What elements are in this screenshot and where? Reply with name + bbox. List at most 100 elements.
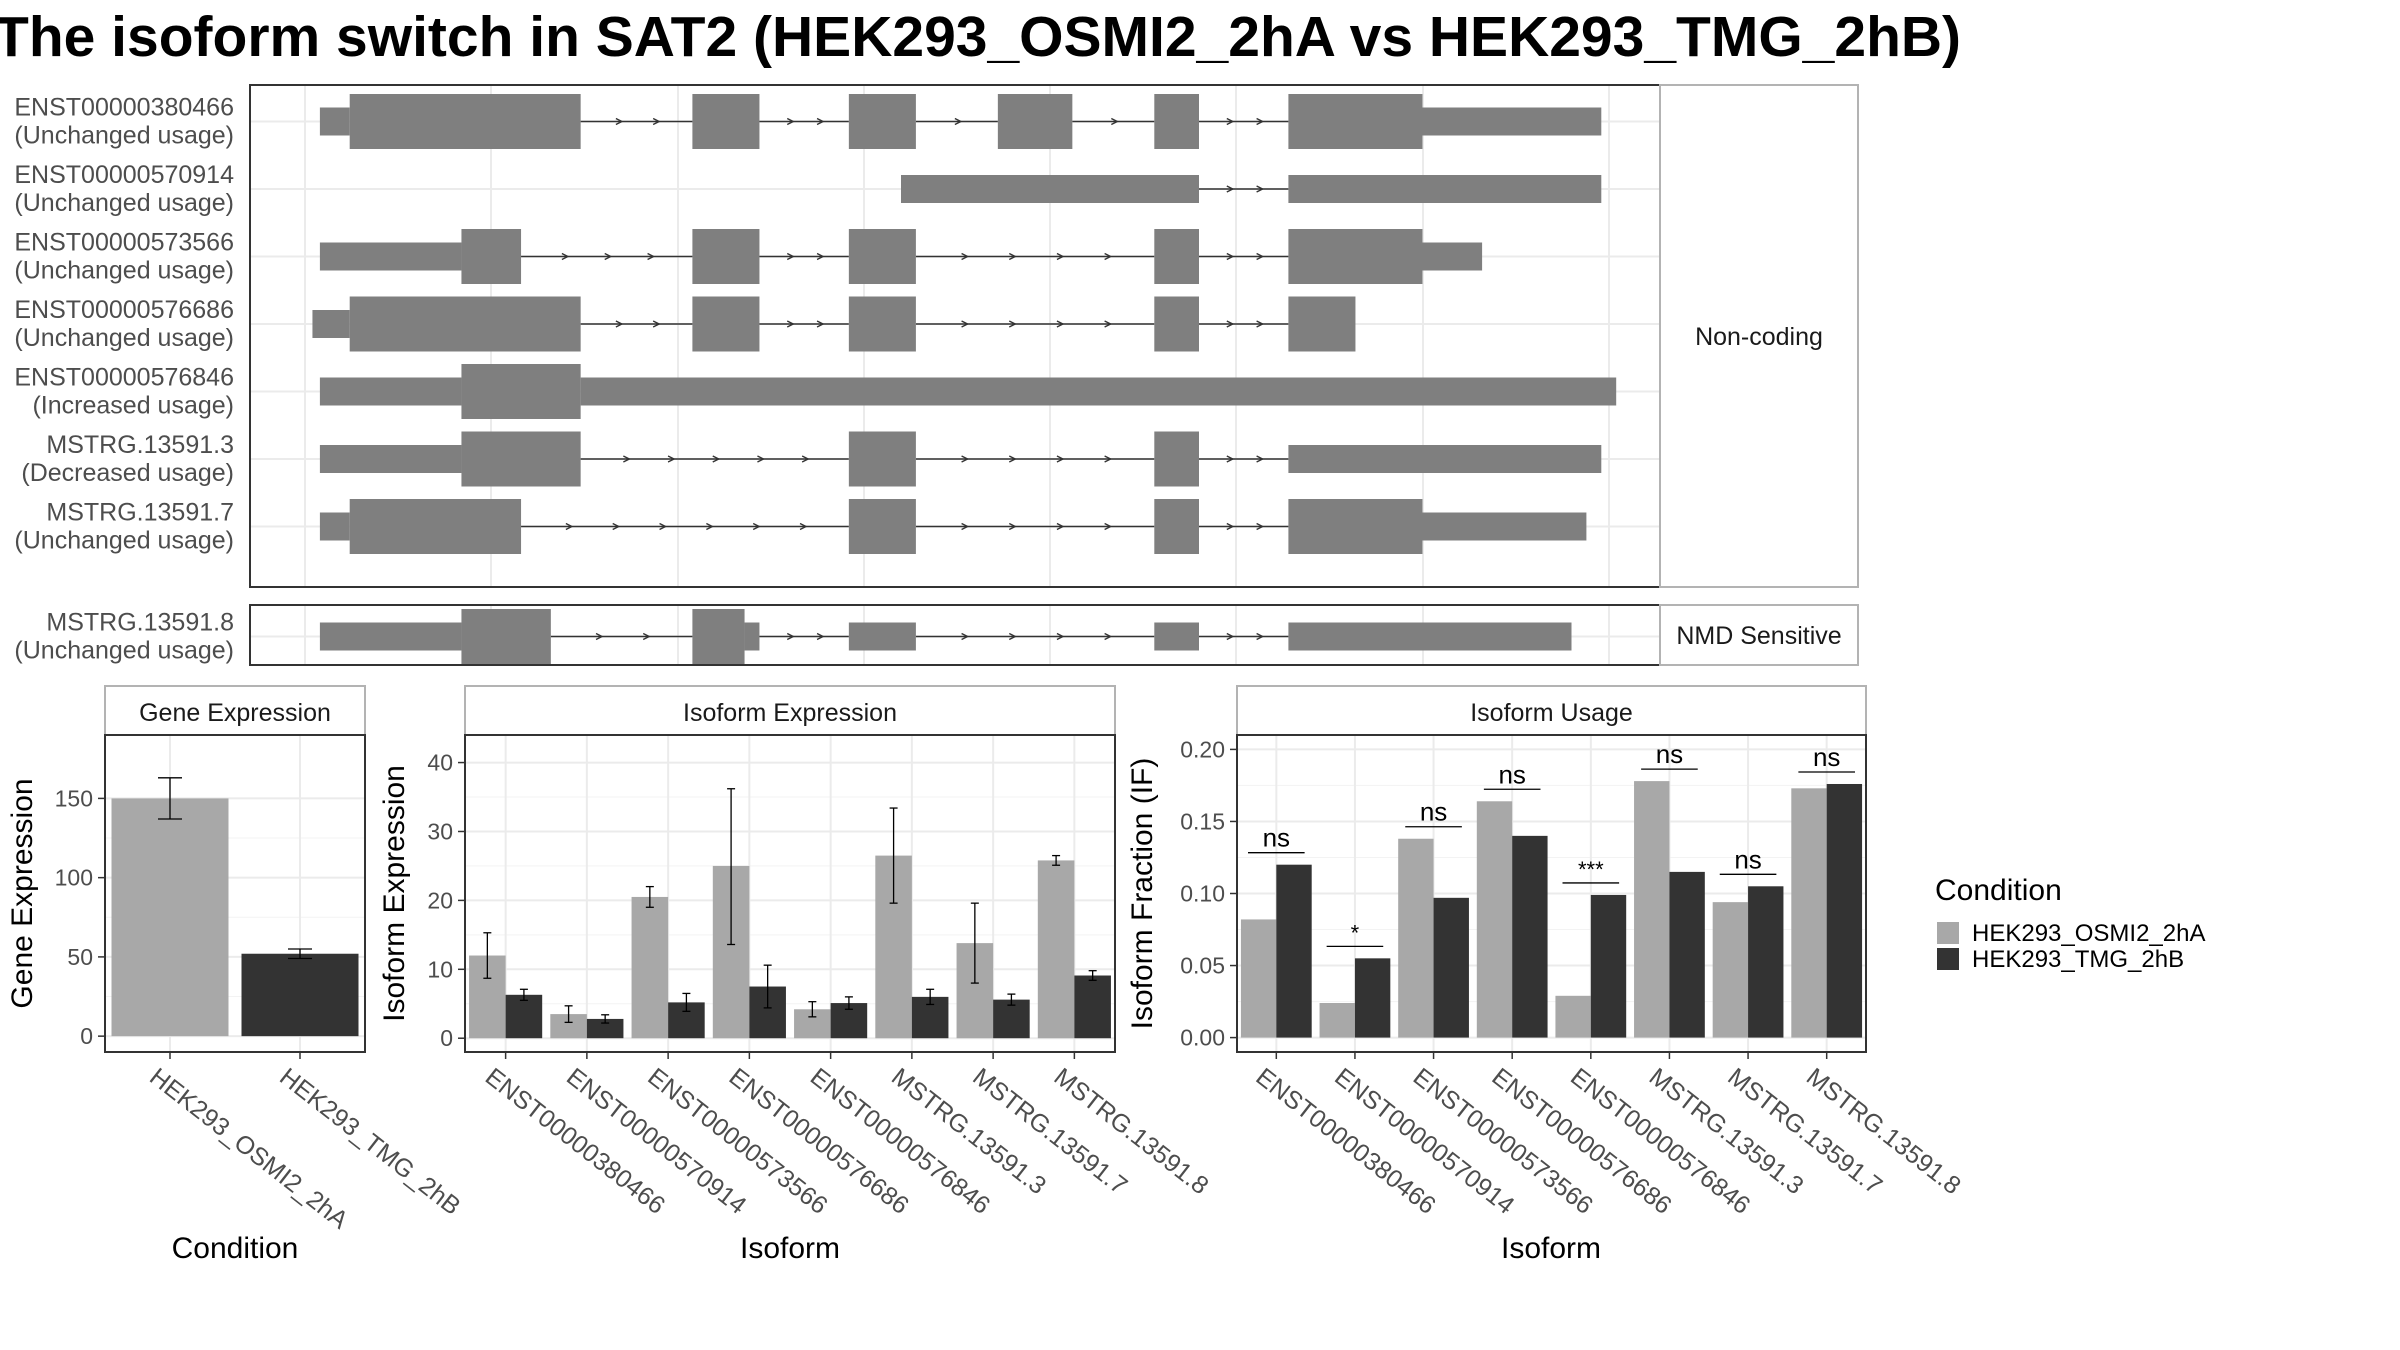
exon-block xyxy=(692,229,760,284)
legend-title: Condition xyxy=(1935,874,2062,907)
intron-arrow xyxy=(816,252,825,261)
intron-arrow xyxy=(1226,632,1235,641)
intron-arrow xyxy=(961,455,970,463)
intron-arrow xyxy=(565,522,574,531)
exon-block xyxy=(1154,94,1199,149)
isoform-usage-label: (Unchanged usage) xyxy=(14,189,234,217)
exon-block xyxy=(1422,242,1483,271)
bar xyxy=(1476,801,1513,1038)
intron-arrow xyxy=(1226,117,1235,126)
bar xyxy=(1826,783,1863,1038)
exon-block xyxy=(461,229,522,284)
intron-arrow xyxy=(1226,320,1235,328)
y-tick-label: 0.20 xyxy=(1180,736,1225,762)
bar xyxy=(1398,838,1434,1038)
significance-label: ns xyxy=(1263,823,1290,853)
intron-arrow xyxy=(615,320,624,328)
intron-arrow xyxy=(801,455,810,463)
exon-block xyxy=(319,377,462,406)
intron-arrow xyxy=(1008,455,1017,463)
intron-arrow xyxy=(1056,632,1065,641)
bar-chart-panels: Gene Expression050100150HEK293_OSMI2_2hA… xyxy=(6,685,1966,1265)
intron-arrow xyxy=(1226,252,1235,261)
exon-block xyxy=(319,445,462,473)
significance-label: * xyxy=(1351,920,1360,945)
intron-arrow xyxy=(961,320,970,328)
isoform-id-label: ENST00000576846 xyxy=(14,364,234,392)
legend-label: HEK293_OSMI2_2hA xyxy=(1972,920,2205,947)
isoform-usage-label: (Unchanged usage) xyxy=(14,637,234,665)
exon-block xyxy=(1154,622,1199,651)
exon-block xyxy=(1422,107,1602,136)
facet-strip xyxy=(1659,604,1859,666)
exon-block xyxy=(848,94,916,149)
bar xyxy=(631,896,669,1039)
isoform-id-label: ENST00000576686 xyxy=(14,296,234,324)
y-tick-label: 150 xyxy=(55,785,93,811)
intron-arrow xyxy=(1256,185,1265,193)
exon-block xyxy=(349,296,581,352)
intron-arrow xyxy=(561,252,570,261)
figure-title: The isoform switch in SAT2 (HEK293_OSMI2… xyxy=(0,5,1961,69)
bar xyxy=(1074,975,1111,1039)
exon-block xyxy=(349,94,581,149)
panel-title: Gene Expression xyxy=(139,699,331,727)
exon-block xyxy=(1288,499,1423,554)
bar xyxy=(1240,919,1277,1038)
intron-arrow xyxy=(786,632,795,641)
exon-block xyxy=(848,296,916,352)
exon-block xyxy=(319,242,462,271)
bar xyxy=(1037,860,1075,1039)
y-tick-label: 0.15 xyxy=(1180,808,1225,834)
intron-arrow xyxy=(816,117,825,126)
exon-block xyxy=(692,609,745,664)
exon-block xyxy=(901,175,1199,203)
intron-arrow xyxy=(961,522,970,531)
significance-label: *** xyxy=(1578,857,1604,882)
exon-block xyxy=(1154,296,1199,352)
intron-arrow xyxy=(1008,522,1017,531)
y-tick-label: 20 xyxy=(427,887,453,913)
intron-arrow xyxy=(1056,455,1065,463)
intron-arrow xyxy=(1104,252,1113,261)
intron-arrow xyxy=(1104,320,1113,328)
y-axis-title: Gene Expression xyxy=(6,778,39,1008)
exon-block xyxy=(1288,296,1356,352)
facet-strip-label: NMD Sensitive xyxy=(1676,622,1841,650)
intron-arrow xyxy=(612,522,621,531)
bar xyxy=(1590,894,1627,1038)
isoform-usage-label: (Increased usage) xyxy=(32,392,234,420)
intron-arrow xyxy=(595,632,604,641)
intron-arrow xyxy=(1104,632,1113,641)
y-axis-title: Isoform Fraction (IF) xyxy=(1126,758,1159,1030)
intron-arrow xyxy=(961,252,970,261)
isoform-id-label: ENST00000570914 xyxy=(14,161,234,189)
isoform-usage-label: (Unchanged usage) xyxy=(14,324,234,352)
exon-block xyxy=(461,609,551,664)
exon-block xyxy=(848,431,916,487)
plot-background xyxy=(465,735,1115,1052)
exon-block xyxy=(461,431,581,487)
exon-block xyxy=(848,229,916,284)
intron-arrow xyxy=(667,455,676,463)
intron-arrow xyxy=(1256,252,1265,261)
bar xyxy=(1512,835,1548,1038)
isoform-id-label: ENST00000573566 xyxy=(14,229,234,257)
y-tick-label: 100 xyxy=(55,865,93,891)
y-tick-label: 30 xyxy=(427,818,453,844)
significance-label: ns xyxy=(1813,742,1840,772)
significance-label: ns xyxy=(1656,739,1683,769)
intron-arrow xyxy=(1008,632,1017,641)
panel-title: Isoform Usage xyxy=(1470,699,1633,727)
intron-arrow xyxy=(1008,320,1017,328)
transcript-structure-panel: ENST00000380466(Unchanged usage)ENST0000… xyxy=(14,84,1859,666)
intron-arrow xyxy=(652,320,661,328)
intron-arrow xyxy=(752,522,761,531)
intron-arrow xyxy=(647,252,656,261)
isoform-id-label: MSTRG.13591.7 xyxy=(46,499,234,527)
isoform-usage-label: (Unchanged usage) xyxy=(14,122,234,150)
bar xyxy=(993,999,1030,1039)
exon-block xyxy=(1288,94,1423,149)
panel-title-strip xyxy=(104,685,366,736)
intron-arrow xyxy=(954,117,963,126)
